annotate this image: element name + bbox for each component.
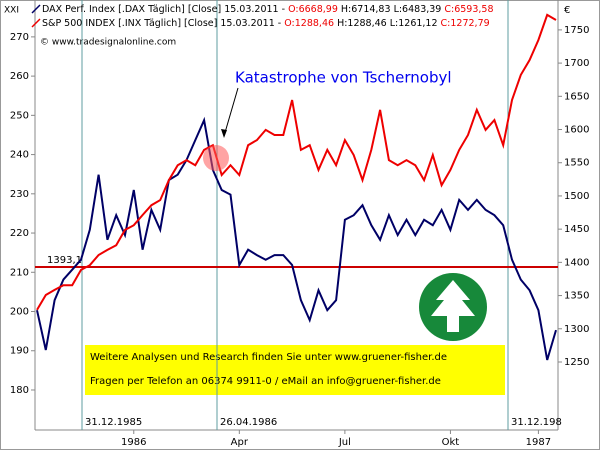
y-tick-label: 250 [10, 110, 29, 121]
arrow-head [221, 129, 227, 138]
y2-tick-label: 1650 [564, 91, 589, 102]
y-tick-label: 180 [10, 385, 29, 396]
y-tick-label: 220 [10, 228, 29, 239]
highlight [203, 145, 229, 171]
x-tick-label: Okt [442, 437, 460, 448]
legend-text: H:1288,46 [337, 18, 387, 29]
y2-tick-label: 1300 [564, 324, 589, 335]
event-label: 31.12.1985 [85, 417, 142, 428]
legend-text: O:1288,46 [284, 18, 334, 29]
y-tick-label: 270 [10, 32, 29, 43]
x-tick-label: 1987 [526, 437, 551, 448]
y-tick-label: 260 [10, 71, 29, 82]
y2-tick-label: 1250 [564, 357, 589, 368]
legend-text: C:1272,79 [441, 18, 490, 29]
event-label: 26.04.1986 [220, 417, 277, 428]
footer-line: Weitere Analysen und Research finden Sie… [90, 352, 447, 363]
y2-tick-label: 1750 [564, 25, 589, 36]
y-tick-label: 200 [10, 307, 29, 318]
y-tick-label: 210 [10, 267, 29, 278]
y2-tick-label: 1400 [564, 257, 589, 268]
y-tick-label: 240 [10, 150, 29, 161]
x-tick-label: 1986 [121, 437, 146, 448]
logo [419, 273, 487, 341]
y2-tick-label: 1550 [564, 158, 589, 169]
annotation-arrow [223, 87, 239, 137]
legend-text: L:6483,39 [394, 4, 442, 15]
legend-text: H:6714,83 [341, 4, 391, 15]
footer-box [85, 345, 505, 395]
plot: 180 190 200 210 220 230 240 250 260 270 1250 1300 13… [10, 0, 589, 448]
y2-tick-label: 1350 [564, 291, 589, 302]
series-line [36, 13, 557, 311]
y2-tick-label: 1700 [564, 58, 589, 69]
y-tick-label: 190 [10, 346, 29, 357]
legend-text: O:6668,99 [288, 4, 338, 15]
event-label: 31.12.198 [511, 417, 562, 428]
legend-icon [31, 18, 41, 28]
legend-text: DAX Perf. Index [.DAX Täglich] [Close] 1… [42, 4, 285, 15]
y2-tick-label: 1600 [564, 125, 589, 136]
legend-text: S&P 500 INDEX [.INX Täglich] [Close] 15.… [42, 18, 281, 29]
legend-label: DAX Perf. Index [.DAX Täglich] [Close] 1… [42, 4, 494, 15]
legend-icon [31, 4, 41, 14]
reference-label: 1393,1 [47, 255, 82, 266]
footer-line: Fragen per Telefon an 06374 9911-0 / eMa… [90, 376, 441, 387]
legend-label: S&P 500 INDEX [.INX Täglich] [Close] 15.… [42, 18, 490, 29]
y2-tick-label: 1500 [564, 191, 589, 202]
unit-left: XXI [4, 6, 19, 16]
legend-text: C:6593,58 [444, 4, 493, 15]
y2-tick-label: 1450 [564, 224, 589, 235]
source: © www.tradesignalonline.com [40, 38, 176, 48]
x-tick-label: Apr [231, 437, 249, 448]
x-tick-label: Jul [338, 437, 351, 448]
annotation: Katastrophe von Tschernobyl [235, 69, 452, 87]
unit-right: € [564, 5, 570, 16]
legend-text: L:1261,12 [390, 18, 438, 29]
y-tick-label: 230 [10, 189, 29, 200]
